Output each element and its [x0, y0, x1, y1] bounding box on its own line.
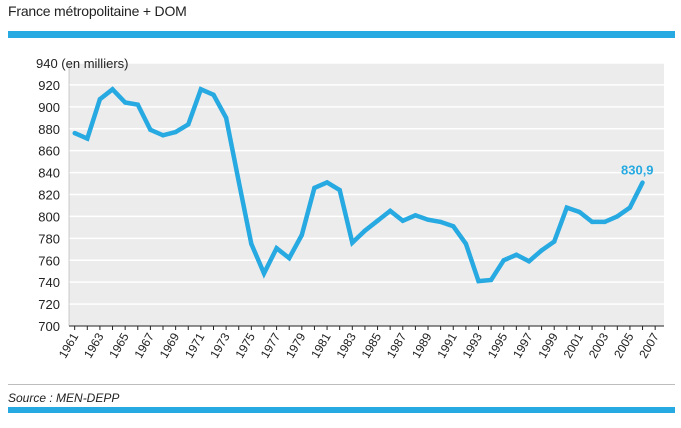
data-point — [261, 271, 267, 276]
data-point — [135, 102, 140, 107]
data-point — [312, 185, 317, 191]
data-point — [249, 241, 254, 247]
data-point — [589, 219, 595, 225]
data-point — [476, 278, 481, 284]
x-tick-label: 1973 — [207, 330, 233, 360]
x-tick-label: 1997 — [510, 330, 536, 360]
x-tick-label: 1987 — [384, 330, 410, 360]
x-tick-label: 1965 — [106, 330, 132, 360]
data-point — [400, 218, 405, 223]
data-point — [413, 213, 418, 218]
data-point — [375, 218, 380, 223]
data-point — [299, 232, 305, 238]
data-point — [110, 87, 115, 92]
data-point — [85, 136, 90, 141]
data-point — [438, 219, 443, 225]
x-tick-label: 1981 — [308, 330, 334, 360]
x-tick-label: 1979 — [283, 330, 309, 360]
bottom-accent-bar — [8, 407, 675, 413]
y-tick-label: 780 — [38, 231, 60, 246]
x-tick-label: 1971 — [182, 330, 208, 360]
x-tick-label: 1969 — [157, 330, 183, 360]
x-tick-label: 1995 — [485, 330, 511, 360]
data-point — [577, 209, 582, 215]
series-line — [73, 86, 645, 284]
y-tick-label: 820 — [38, 188, 60, 203]
top-accent-bar — [8, 31, 675, 38]
data-point — [602, 219, 607, 225]
y-tick-label: 720 — [38, 297, 60, 312]
data-point — [72, 130, 77, 136]
x-tick-label: 1991 — [434, 330, 460, 360]
y-tick-label: 860 — [38, 144, 60, 159]
x-tick-label: 1993 — [460, 330, 486, 360]
data-point — [274, 245, 279, 251]
x-tick-label: 1961 — [56, 330, 82, 360]
data-point — [362, 228, 368, 233]
footer-divider — [8, 384, 675, 385]
data-point — [387, 208, 393, 214]
x-tick-label: 1983 — [333, 330, 359, 360]
y-tick-label: 880 — [38, 122, 60, 137]
x-tick-label: 1963 — [81, 330, 107, 360]
data-point — [350, 240, 355, 245]
y-tick-label: 740 — [38, 275, 60, 290]
y-tick-label: 920 — [38, 78, 60, 93]
data-point — [488, 277, 494, 283]
y-unit-label: 940 (en milliers) — [36, 56, 128, 71]
data-point — [337, 187, 342, 193]
data-point — [223, 115, 229, 120]
y-tick-label: 800 — [38, 209, 60, 224]
data-point — [324, 180, 330, 185]
x-tick-label: 2003 — [586, 330, 612, 360]
data-point — [160, 133, 166, 138]
x-tick-label: 1977 — [258, 330, 284, 360]
data-point — [552, 239, 557, 244]
y-tick-label: 700 — [38, 319, 60, 334]
data-point — [564, 205, 570, 210]
data-point — [451, 224, 456, 229]
data-point — [211, 92, 216, 97]
x-tick-label: 1989 — [409, 330, 435, 360]
data-point — [198, 87, 204, 92]
x-tick-label: 1999 — [535, 330, 561, 360]
data-point — [236, 179, 241, 184]
data-point — [539, 248, 544, 253]
data-point — [501, 258, 506, 263]
x-tick-label: 1985 — [359, 330, 385, 360]
data-point — [97, 96, 103, 102]
x-tick-label: 2007 — [636, 330, 662, 360]
data-point — [287, 255, 292, 261]
y-tick-label: 900 — [38, 100, 60, 115]
x-tick-label: 2001 — [561, 330, 587, 360]
data-point — [122, 100, 128, 105]
data-point — [425, 217, 431, 222]
data-point — [615, 214, 620, 219]
y-tick-label: 840 — [38, 166, 60, 181]
data-point — [514, 252, 519, 257]
data-point — [640, 180, 645, 185]
data-point — [173, 129, 178, 135]
source-note: Source : MEN-DEPP — [8, 391, 120, 405]
chart-subtitle: France métropolitaine + DOM — [8, 3, 187, 19]
data-point — [186, 122, 191, 127]
x-tick-label: 2005 — [611, 330, 637, 360]
x-tick-label: 1975 — [232, 330, 258, 360]
x-tick-label: 1967 — [132, 330, 158, 360]
data-point — [627, 205, 633, 210]
last-value-label: 830,9 — [621, 163, 654, 178]
y-tick-label: 760 — [38, 253, 60, 268]
data-point — [463, 241, 469, 247]
data-point — [148, 127, 153, 133]
data-point — [526, 259, 532, 264]
